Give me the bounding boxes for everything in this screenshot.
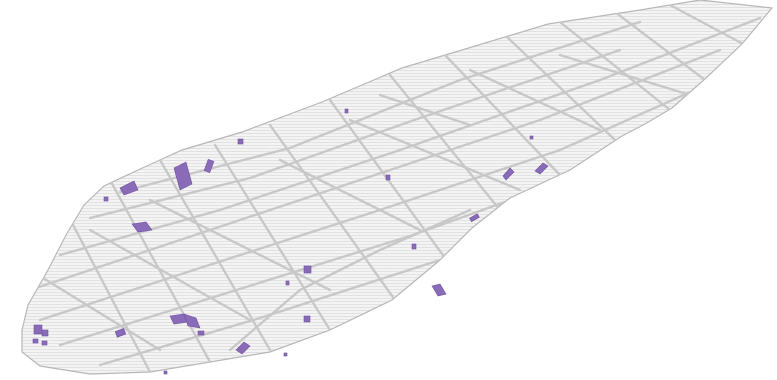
street [668, 3, 747, 47]
parcel [237, 138, 244, 145]
parcel [197, 330, 205, 336]
street [348, 118, 522, 192]
street [558, 53, 692, 97]
district-area [21, 0, 774, 375]
street [58, 198, 152, 374]
street [158, 158, 272, 352]
parcel [183, 313, 201, 329]
parcel [534, 162, 549, 175]
street [468, 68, 602, 132]
highlighted-parcels [32, 108, 549, 375]
parcel [303, 265, 312, 274]
street [88, 48, 622, 220]
street [443, 53, 562, 177]
parcel [469, 213, 480, 223]
street [268, 123, 397, 302]
street [28, 268, 162, 352]
parcel [103, 196, 109, 202]
parcel [114, 328, 127, 338]
street [28, 48, 722, 292]
parcel [41, 340, 48, 346]
parcel [235, 341, 251, 355]
street [148, 198, 332, 292]
street [88, 228, 252, 322]
parcel [303, 315, 311, 323]
street [378, 93, 472, 127]
street [503, 33, 617, 142]
street [558, 20, 672, 112]
street [58, 16, 762, 257]
street [388, 73, 502, 212]
parcel [131, 221, 153, 233]
parcel [173, 161, 193, 191]
parcel [32, 338, 39, 344]
street [613, 10, 707, 82]
street [213, 143, 332, 332]
street [278, 158, 422, 232]
parcel [33, 324, 43, 335]
parcel [431, 283, 447, 297]
parcel [163, 370, 168, 375]
parcel [344, 108, 349, 114]
parcel [41, 329, 49, 337]
street-network [28, 3, 762, 374]
parcel [285, 280, 290, 286]
parcel [203, 158, 215, 174]
parcel [411, 243, 417, 250]
parcel [119, 180, 139, 196]
parcel [502, 167, 515, 181]
parcel [385, 174, 391, 181]
street [108, 178, 212, 364]
parcel [529, 135, 534, 140]
parcel [283, 352, 288, 357]
